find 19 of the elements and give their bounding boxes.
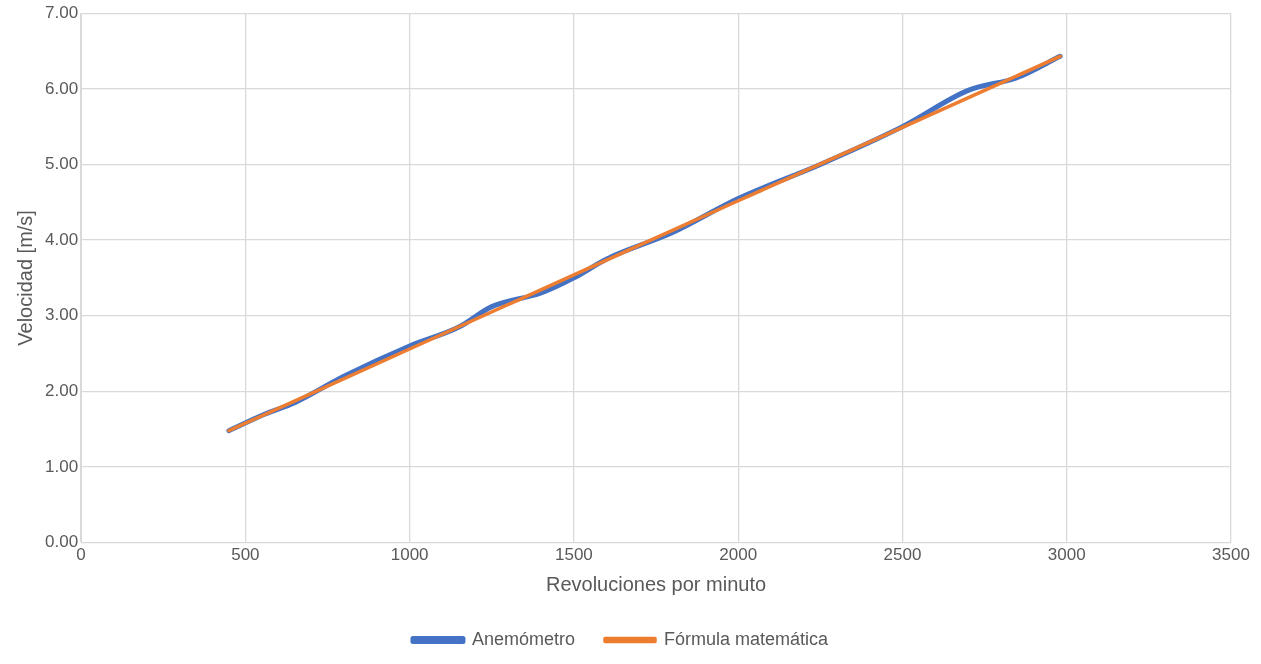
x-tick-label: 1000 xyxy=(390,545,429,565)
x-tick-label: 2500 xyxy=(883,545,922,565)
x-tick-label: 3500 xyxy=(1212,545,1250,565)
x-tick-label: 1500 xyxy=(554,545,593,565)
x-tick-label: 2000 xyxy=(719,545,758,565)
x-tick-label: 3000 xyxy=(1047,545,1086,565)
y-tick-label: 1.00 xyxy=(44,456,79,476)
y-tick-label: 4.00 xyxy=(44,229,79,249)
y-tick-label: 6.00 xyxy=(44,78,79,98)
y-tick-label: 2.00 xyxy=(44,381,79,401)
x-tick-label: 500 xyxy=(231,545,260,565)
y-tick-label: 7.00 xyxy=(44,2,79,22)
x-axis-title: Revoluciones por minuto xyxy=(545,572,767,595)
legend-label: Anemómetro xyxy=(471,628,575,649)
y-tick-label: 3.00 xyxy=(44,305,79,325)
x-tick-label: 0 xyxy=(76,545,86,565)
y-tick-label: 5.00 xyxy=(44,154,79,174)
y-axis-title: Velocidad [m/s] xyxy=(13,210,36,346)
legend-label: Fórmula matemática xyxy=(664,628,830,649)
